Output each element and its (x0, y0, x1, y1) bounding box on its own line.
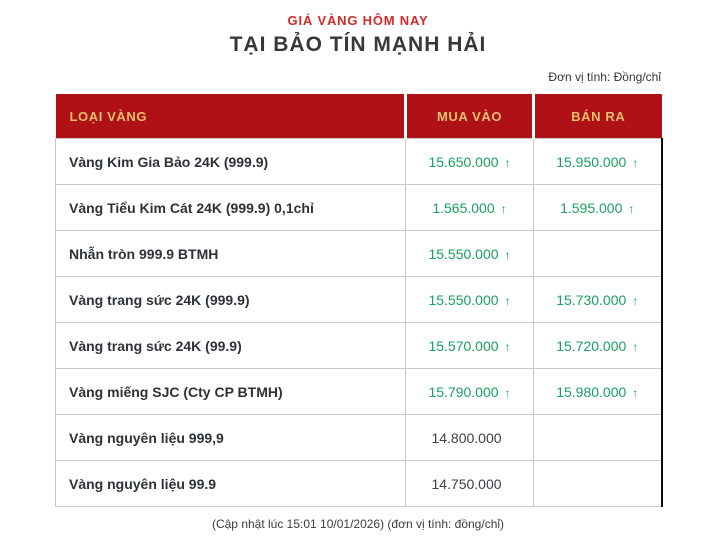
up-arrow-icon: ↑ (500, 201, 507, 216)
table-row: Vàng Tiểu Kim Cát 24K (999.9) 0,1chỉ 1.5… (55, 184, 663, 231)
gold-type-cell: Nhẫn tròn 999.9 BTMH (55, 230, 406, 277)
up-arrow-icon: ↑ (632, 155, 639, 170)
header-gold-type: LOẠI VÀNG (55, 94, 406, 139)
table-row: Vàng trang sức 24K (999.9) 15.550.000 ↑ 1… (55, 276, 663, 323)
table-row: Nhẫn tròn 999.9 BTMH 15.550.000 ↑ (55, 230, 663, 277)
buy-price-cell: 15.550.000 ↑ (405, 230, 534, 277)
sell-price-cell (533, 460, 663, 507)
buy-price-cell: 15.550.000 ↑ (405, 276, 534, 323)
table-row: Vàng Kim Gia Bảo 24K (999.9) 15.650.000 ↑… (55, 138, 663, 185)
up-arrow-icon: ↑ (504, 385, 511, 400)
up-arrow-icon: ↑ (504, 293, 511, 308)
up-arrow-icon: ↑ (632, 385, 639, 400)
buy-price-value: 1.565.000 (432, 199, 495, 216)
sell-price-cell: 1.595.000 ↑ (533, 184, 663, 231)
sell-price-cell: 15.730.000 ↑ (533, 276, 663, 323)
gold-type-cell: Vàng miếng SJC (Cty CP BTMH) (55, 368, 406, 415)
up-arrow-icon: ↑ (632, 339, 639, 354)
buy-price-cell: 14.750.000 (405, 460, 534, 507)
sell-price-cell (533, 230, 663, 277)
sell-price-value: 15.720.000 (556, 337, 627, 354)
buy-price-value: 15.550.000 (428, 245, 499, 262)
gold-type-cell: Vàng nguyên liệu 999,9 (55, 414, 406, 461)
today-gold-price-heading: GIÁ VÀNG HÔM NAY (287, 13, 429, 28)
buy-price-value: 15.570.000 (428, 337, 499, 354)
buy-price-value: 15.790.000 (428, 383, 499, 400)
gold-price-table: LOẠI VÀNG MUA VÀO BÁN RA Vàng Kim Gia Bả… (55, 94, 663, 507)
table-row: Vàng nguyên liệu 999,9 14.800.000 (55, 414, 663, 461)
sell-price-cell: 15.720.000 ↑ (533, 322, 663, 369)
store-name-heading: TẠI BẢO TÍN MẠNH HẢI (229, 33, 487, 56)
buy-price-cell: 1.565.000 ↑ (405, 184, 534, 231)
sell-price-value: 1.595.000 (560, 199, 623, 216)
gold-type-cell: Vàng Tiểu Kim Cát 24K (999.9) 0,1chỉ (55, 184, 406, 231)
header-sell: BÁN RA (532, 94, 662, 139)
up-arrow-icon: ↑ (504, 247, 511, 262)
buy-price-cell: 15.790.000 ↑ (405, 368, 534, 415)
gold-type-cell: Vàng trang sức 24K (99.9) (55, 322, 406, 369)
buy-price-cell: 14.800.000 (405, 414, 534, 461)
buy-price-cell: 15.570.000 ↑ (405, 322, 534, 369)
header-buy: MUA VÀO (404, 94, 534, 139)
table-row: Vàng miếng SJC (Cty CP BTMH) 15.790.000 ↑… (55, 368, 663, 415)
sell-price-cell: 15.980.000 ↑ (533, 368, 663, 415)
up-arrow-icon: ↑ (628, 201, 635, 216)
gold-type-cell: Vàng nguyên liệu 99.9 (55, 460, 406, 507)
buy-price-value: 14.750.000 (431, 475, 502, 492)
buy-price-cell: 15.650.000 ↑ (405, 138, 534, 185)
up-arrow-icon: ↑ (504, 155, 511, 170)
buy-price-value: 14.800.000 (431, 429, 502, 446)
sell-price-cell (533, 414, 663, 461)
buy-price-value: 15.550.000 (428, 291, 499, 308)
header-row: LOẠI VÀNG MUA VÀO BÁN RA (55, 94, 662, 139)
table-row: Vàng trang sức 24K (99.9) 15.570.000 ↑ 15… (55, 322, 663, 369)
sell-price-value: 15.980.000 (556, 383, 627, 400)
table-row: Vàng nguyên liệu 99.9 14.750.000 (55, 460, 663, 507)
unit-note: Đơn vị tính: Đồng/chỉ (548, 70, 661, 84)
sell-price-value: 15.950.000 (556, 153, 627, 170)
up-arrow-icon: ↑ (632, 293, 639, 308)
gold-price-widget: GIÁ VÀNG HÔM NAY TẠI BẢO TÍN MẠNH HẢI Đơ… (55, 13, 663, 531)
gold-type-cell: Vàng trang sức 24K (999.9) (55, 276, 406, 323)
buy-price-value: 15.650.000 (428, 153, 499, 170)
up-arrow-icon: ↑ (504, 339, 511, 354)
table-body: Vàng Kim Gia Bảo 24K (999.9) 15.650.000 ↑… (55, 138, 663, 507)
sell-price-value: 15.730.000 (556, 291, 627, 308)
sell-price-cell: 15.950.000 ↑ (533, 138, 663, 185)
table-header: LOẠI VÀNG MUA VÀO BÁN RA (55, 94, 662, 139)
update-timestamp: (Cập nhật lúc 15:01 10/01/2026) (đơn vị … (211, 517, 505, 531)
gold-type-cell: Vàng Kim Gia Bảo 24K (999.9) (55, 138, 406, 185)
